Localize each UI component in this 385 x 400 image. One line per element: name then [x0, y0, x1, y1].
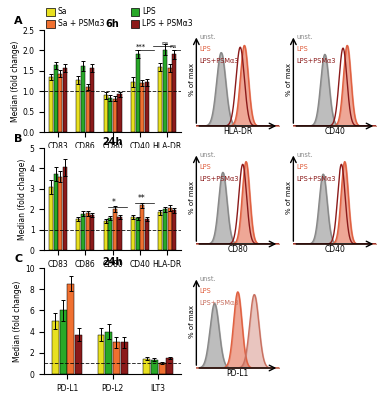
Bar [81, 214, 85, 250]
Bar [140, 205, 144, 250]
Text: unst.: unst. [297, 152, 313, 158]
Bar [172, 210, 176, 250]
Text: **: ** [137, 194, 145, 203]
Bar [104, 95, 108, 132]
Bar [54, 66, 58, 132]
Text: LPS: LPS [200, 46, 211, 52]
Bar [63, 167, 67, 250]
Text: LPS+PSMα3: LPS+PSMα3 [297, 58, 336, 64]
Text: Sa + PSMα3: Sa + PSMα3 [58, 20, 104, 28]
Bar [105, 332, 112, 374]
Bar [167, 68, 172, 132]
Text: unst.: unst. [200, 276, 216, 282]
Text: ns: ns [161, 41, 168, 46]
Bar [136, 218, 140, 250]
Text: LPS: LPS [200, 164, 211, 170]
Text: ***: *** [136, 43, 146, 49]
Title: 24h: 24h [102, 257, 123, 267]
Bar [167, 208, 172, 250]
Bar [113, 98, 117, 132]
Text: unst.: unst. [297, 34, 313, 40]
Bar [117, 217, 122, 250]
Text: ns: ns [170, 44, 177, 49]
Bar [159, 363, 166, 374]
Text: LPS: LPS [142, 8, 156, 16]
Text: C: C [14, 254, 22, 264]
Bar [58, 176, 62, 250]
Bar [85, 87, 90, 132]
Bar [163, 50, 167, 132]
Text: LPS+PSMα3: LPS+PSMα3 [200, 176, 239, 182]
Bar [131, 82, 135, 132]
X-axis label: CD40: CD40 [324, 127, 345, 136]
Y-axis label: % of max: % of max [189, 180, 195, 214]
Bar [97, 335, 104, 374]
Bar [113, 342, 120, 374]
Text: LPS + PSMα3: LPS + PSMα3 [142, 20, 193, 28]
Bar [76, 219, 80, 250]
Bar [49, 77, 53, 132]
Bar [108, 218, 112, 250]
Bar [60, 310, 67, 374]
Bar [113, 209, 117, 250]
Bar [90, 68, 94, 132]
Bar [136, 54, 140, 132]
Bar [143, 359, 150, 374]
Bar [90, 215, 94, 250]
Bar [85, 213, 90, 250]
Text: LPS: LPS [297, 46, 308, 52]
Bar [163, 209, 167, 250]
Text: unst.: unst. [200, 34, 216, 40]
Bar [81, 66, 85, 132]
X-axis label: HLA-DR: HLA-DR [223, 127, 252, 136]
Text: Sa: Sa [58, 8, 67, 16]
Bar [140, 83, 144, 132]
X-axis label: CD40: CD40 [324, 245, 345, 254]
Bar [76, 80, 80, 132]
Bar [145, 82, 149, 132]
Y-axis label: % of max: % of max [286, 62, 292, 96]
Bar [58, 74, 62, 132]
Title: 24h: 24h [102, 137, 123, 147]
Bar [158, 212, 162, 250]
Text: LPS+PSMα3: LPS+PSMα3 [200, 300, 239, 306]
Y-axis label: Median (fold change): Median (fold change) [18, 158, 27, 240]
Bar [54, 174, 58, 250]
Text: LPS+PSMα3: LPS+PSMα3 [200, 58, 239, 64]
Y-axis label: Median (fold change): Median (fold change) [11, 40, 20, 122]
Bar [145, 219, 149, 250]
Bar [49, 187, 53, 250]
Text: *: * [112, 198, 116, 207]
Bar [131, 217, 135, 250]
Bar [104, 222, 108, 250]
Text: A: A [14, 16, 23, 26]
Bar [151, 360, 158, 374]
Text: B: B [14, 134, 23, 144]
Bar [166, 358, 173, 374]
Title: 6h: 6h [106, 19, 119, 29]
Bar [172, 54, 176, 132]
Y-axis label: Median (fold change): Median (fold change) [13, 280, 22, 362]
Bar [52, 321, 59, 374]
Bar [67, 284, 74, 374]
Bar [108, 98, 112, 132]
Text: unst.: unst. [200, 152, 216, 158]
Bar [63, 68, 67, 132]
Text: LPS+PSMα3: LPS+PSMα3 [297, 176, 336, 182]
Bar [158, 67, 162, 132]
Text: LPS: LPS [200, 288, 211, 294]
Bar [75, 335, 82, 374]
Y-axis label: % of max: % of max [189, 304, 195, 338]
Y-axis label: % of max: % of max [189, 62, 195, 96]
Bar [121, 342, 128, 374]
Bar [117, 94, 122, 132]
X-axis label: CD80: CD80 [228, 245, 248, 254]
Y-axis label: % of max: % of max [286, 180, 292, 214]
X-axis label: PD-L1: PD-L1 [227, 369, 249, 378]
Text: LPS: LPS [297, 164, 308, 170]
